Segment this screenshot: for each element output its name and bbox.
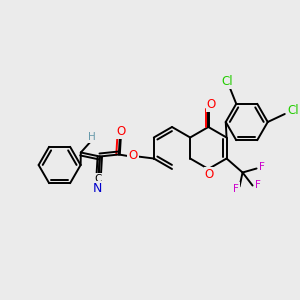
Text: C: C	[94, 175, 101, 184]
Text: Cl: Cl	[287, 103, 298, 116]
Text: H: H	[88, 131, 96, 142]
Text: F: F	[259, 163, 265, 172]
Text: F: F	[255, 181, 260, 190]
Text: N: N	[93, 182, 103, 195]
Text: F: F	[232, 184, 238, 194]
Text: O: O	[128, 149, 137, 162]
Text: O: O	[116, 125, 125, 138]
Text: O: O	[205, 169, 214, 182]
Text: Cl: Cl	[221, 75, 233, 88]
Text: O: O	[207, 98, 216, 110]
